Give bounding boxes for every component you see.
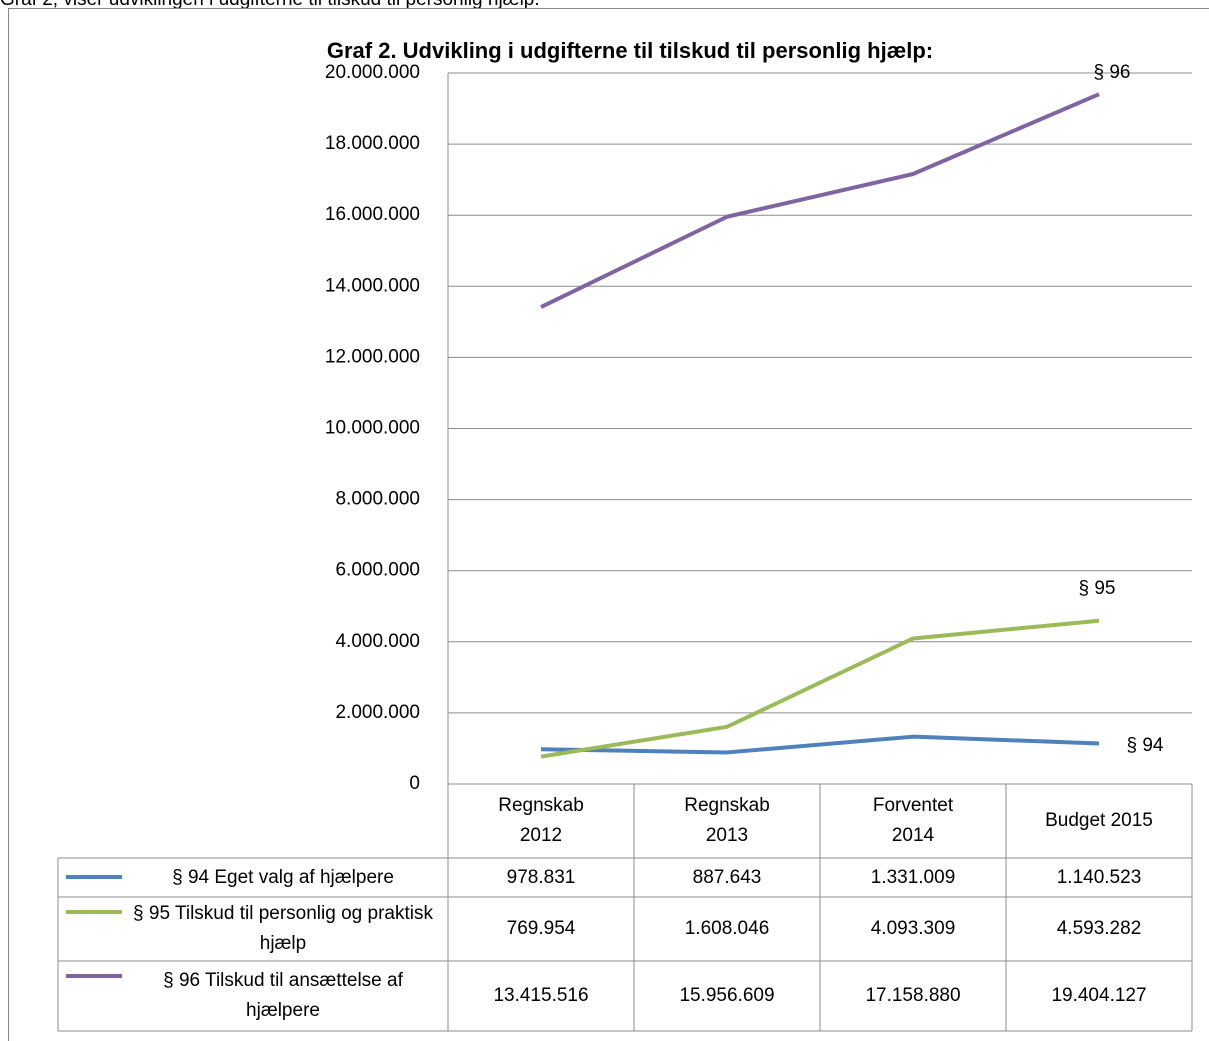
series-line [540, 618, 1100, 759]
legend-swatch [66, 974, 122, 978]
annotation: § 95 [1079, 578, 1116, 599]
caption: Graf 2, viser udviklingen i udgifterne t… [0, 0, 540, 10]
legend-label: § 95 Tilskud til personlig og praktisk h… [133, 903, 433, 954]
legend-swatch [66, 875, 122, 879]
legend-label: § 94 Eget valg af hjælpere [172, 866, 394, 888]
table-value: 19.404.127 [1051, 985, 1147, 1006]
legend-label: § 96 Tilskud til ansættelse af hjælpere [163, 970, 403, 1021]
legend-entry: § 94 Eget valg af hjælpere [58, 858, 448, 897]
table-value: 1.140.523 [1056, 866, 1142, 888]
category-label: Forventet 2014 [820, 784, 1006, 858]
table-value: 17.158.880 [865, 985, 961, 1006]
series-line [540, 92, 1100, 309]
category-text: Regnskab 2013 [684, 795, 770, 846]
y-tick-label: 18.000.000 [325, 133, 420, 154]
table-value: 15.956.609 [679, 985, 775, 1006]
category-text: Regnskab 2012 [498, 795, 584, 846]
y-tick-label: 6.000.000 [335, 560, 420, 581]
y-tick-label: 0 [409, 773, 420, 794]
legend-swatch [66, 910, 122, 914]
legend-entry: § 95 Tilskud til personlig og praktisk h… [58, 897, 448, 961]
table-value: 887.643 [692, 866, 762, 888]
y-tick-label: 12.000.000 [325, 346, 420, 367]
y-tick-label: 10.000.000 [325, 418, 420, 439]
category-label: Regnskab 2013 [634, 784, 820, 858]
chart-frame [8, 8, 1209, 1041]
y-tick-label: 16.000.000 [325, 204, 420, 225]
category-label: Regnskab 2012 [448, 784, 634, 858]
y-tick-label: 8.000.000 [335, 489, 420, 510]
table-value: 13.415.516 [493, 985, 589, 1006]
chart-title: Graf 2. Udvikling i udgifterne til tilsk… [327, 38, 933, 63]
table-value: 769.954 [506, 918, 576, 939]
category-label: Budget 2015 [1006, 784, 1192, 858]
y-tick-label: 4.000.000 [335, 631, 420, 652]
series-line [540, 734, 1100, 755]
table-value: 1.331.009 [870, 866, 956, 888]
table-value: 4.593.282 [1056, 918, 1142, 939]
table-value: 4.093.309 [870, 918, 956, 939]
annotation: § 94 [1127, 735, 1164, 756]
table-value: 1.608.046 [684, 918, 770, 939]
legend-entry: § 96 Tilskud til ansættelse af hjælpere [58, 961, 448, 1031]
y-tick-label: 20.000.000 [325, 62, 420, 83]
table-value: 978.831 [506, 866, 576, 888]
category-text: Forventet 2014 [872, 795, 954, 846]
y-tick-label: 14.000.000 [325, 275, 420, 296]
y-tick-label: 2.000.000 [335, 702, 420, 723]
category-text: Budget 2015 [1045, 810, 1153, 831]
annotation: § 96 [1094, 62, 1131, 83]
